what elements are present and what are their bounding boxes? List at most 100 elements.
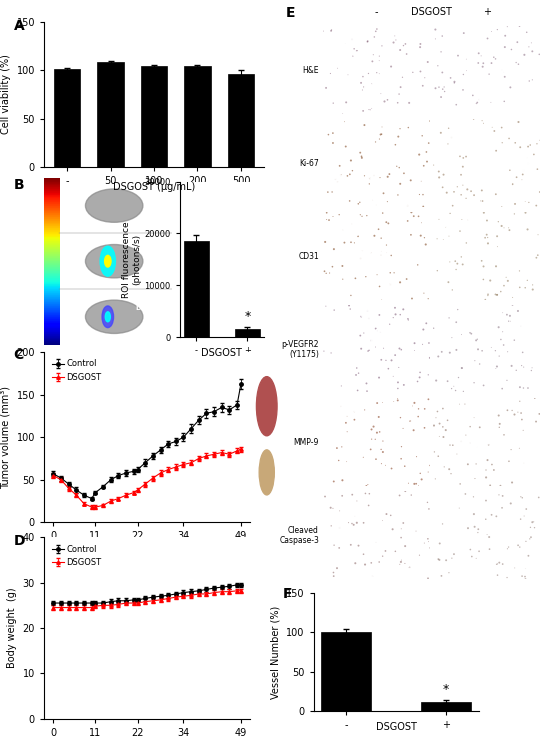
Point — [328, 261, 337, 273]
Point — [528, 279, 537, 290]
Text: A: A — [14, 19, 25, 33]
Point — [438, 421, 447, 433]
Circle shape — [375, 328, 386, 337]
Point — [478, 61, 487, 73]
Point — [512, 365, 521, 376]
Point — [504, 222, 513, 233]
Point — [338, 273, 347, 285]
Point — [487, 459, 496, 471]
Point — [501, 30, 510, 41]
Point — [346, 303, 355, 315]
Point — [507, 497, 515, 509]
Point — [405, 562, 414, 574]
Point — [375, 67, 384, 79]
Point — [483, 290, 492, 302]
Point — [492, 188, 500, 200]
Circle shape — [478, 92, 490, 102]
Point — [329, 539, 338, 551]
Point — [393, 394, 402, 406]
Point — [394, 376, 403, 388]
Point — [406, 174, 415, 186]
Point — [492, 260, 500, 272]
Point — [491, 288, 500, 300]
Point — [322, 207, 331, 219]
Point — [370, 230, 379, 242]
Point — [361, 270, 370, 282]
Point — [397, 554, 406, 566]
Point — [354, 230, 362, 242]
Point — [371, 341, 380, 353]
Y-axis label: ROI fluorescence
(photons/s): ROI fluorescence (photons/s) — [122, 221, 142, 298]
Point — [342, 456, 351, 468]
Point — [329, 97, 338, 109]
Circle shape — [348, 510, 360, 520]
Point — [446, 347, 454, 359]
Point — [442, 554, 450, 566]
Point — [491, 362, 500, 374]
Point — [503, 309, 512, 321]
Circle shape — [496, 78, 503, 84]
Point — [351, 273, 360, 285]
Point — [524, 382, 532, 394]
Point — [357, 343, 366, 355]
Point — [395, 88, 404, 100]
Point — [356, 77, 365, 89]
Point — [402, 48, 411, 60]
Point — [419, 324, 428, 336]
Point — [437, 570, 446, 582]
Point — [397, 344, 406, 356]
Point — [335, 522, 344, 534]
Point — [377, 232, 386, 244]
Point — [433, 60, 442, 72]
Point — [396, 82, 405, 93]
Point — [515, 442, 524, 454]
Point — [516, 320, 525, 332]
Point — [350, 406, 359, 418]
Point — [493, 24, 502, 36]
Point — [382, 247, 391, 259]
Point — [450, 76, 459, 87]
Point — [378, 515, 387, 527]
Point — [358, 245, 367, 256]
Point — [387, 61, 395, 73]
Point — [510, 334, 519, 346]
Point — [479, 117, 488, 129]
Point — [504, 541, 513, 553]
Circle shape — [398, 248, 407, 256]
Point — [478, 345, 487, 356]
Point — [399, 167, 408, 179]
Point — [405, 97, 414, 109]
Point — [498, 502, 507, 514]
Point — [514, 539, 522, 551]
Point — [346, 290, 355, 302]
Point — [521, 207, 530, 219]
Point — [372, 427, 381, 439]
Point — [365, 178, 374, 190]
Y-axis label: Tumor volume (mm³): Tumor volume (mm³) — [1, 385, 11, 489]
Text: DSGOST: DSGOST — [411, 7, 452, 17]
Point — [521, 571, 530, 582]
Point — [375, 411, 383, 423]
Point — [411, 525, 420, 537]
Point — [386, 510, 395, 522]
Circle shape — [469, 435, 485, 448]
Point — [432, 412, 441, 424]
Point — [351, 369, 360, 381]
Point — [342, 417, 350, 429]
Point — [424, 572, 432, 584]
Point — [406, 415, 415, 427]
Point — [323, 186, 332, 198]
Point — [494, 216, 503, 227]
Point — [518, 174, 526, 186]
Point — [508, 476, 516, 488]
Point — [526, 531, 535, 543]
Point — [322, 213, 331, 225]
Point — [535, 186, 544, 198]
Bar — [321, 632, 371, 711]
Point — [503, 275, 512, 287]
Point — [493, 289, 502, 301]
Point — [463, 184, 472, 196]
Point — [528, 45, 537, 57]
Point — [382, 354, 390, 366]
Point — [358, 152, 366, 164]
